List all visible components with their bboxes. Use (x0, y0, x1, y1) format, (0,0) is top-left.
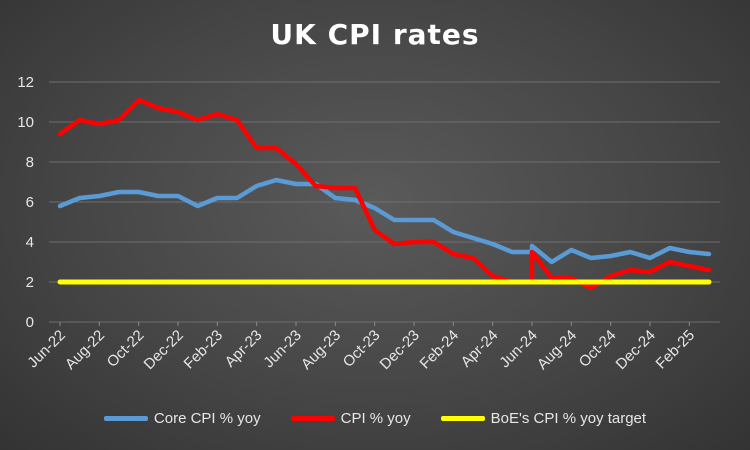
x-tick-label: Apr-23 (222, 327, 266, 371)
x-tick-label: Feb-23 (181, 327, 227, 373)
y-tick-label: 8 (26, 154, 34, 171)
x-tick-label: Jun-22 (24, 327, 68, 371)
x-tick-label: Feb-25 (653, 327, 699, 373)
legend-item: CPI % yoy (290, 410, 411, 427)
legend-swatch (290, 416, 335, 421)
legend-item: Core CPI % yoy (103, 410, 261, 427)
legend-label: Core CPI % yoy (153, 410, 261, 427)
x-tick-label: Aug-24 (534, 327, 580, 373)
y-tick-label: 2 (26, 274, 34, 291)
legend: Core CPI % yoy CPI % yoy BoE's CPI % yoy t… (0, 410, 750, 427)
y-tick-label: 10 (17, 114, 34, 131)
chart-title: UK CPI rates (270, 18, 480, 51)
legend-item: BoE's CPI % yoy target (440, 410, 647, 427)
x-tick-label: Dec-23 (377, 327, 423, 373)
y-tick-label: 0 (26, 314, 34, 331)
y-tick-label: 12 (17, 74, 34, 91)
y-tick-label: 4 (26, 234, 34, 251)
x-tick-label: Aug-23 (298, 327, 344, 373)
x-tick-label: Feb-24 (417, 327, 463, 373)
legend-label: CPI % yoy (340, 410, 411, 427)
x-tick-label: Oct-22 (104, 327, 148, 371)
legend-swatch (440, 416, 485, 421)
core-cpi-line (57, 177, 712, 265)
x-tick-label: Apr-24 (458, 327, 502, 371)
x-tick-label: Aug-22 (62, 327, 108, 373)
x-tick-label: Jun-24 (496, 327, 540, 371)
y-tick-label: 6 (26, 194, 34, 211)
x-tick-label: Dec-22 (141, 327, 187, 373)
x-tick-label: Jun-23 (260, 327, 304, 371)
x-tick-label: Oct-23 (340, 327, 384, 371)
x-tick-label: Dec-24 (613, 327, 659, 373)
legend-label: BoE's CPI % yoy target (490, 410, 647, 427)
legend-swatch (103, 416, 148, 421)
x-tick-label: Oct-24 (576, 327, 620, 371)
